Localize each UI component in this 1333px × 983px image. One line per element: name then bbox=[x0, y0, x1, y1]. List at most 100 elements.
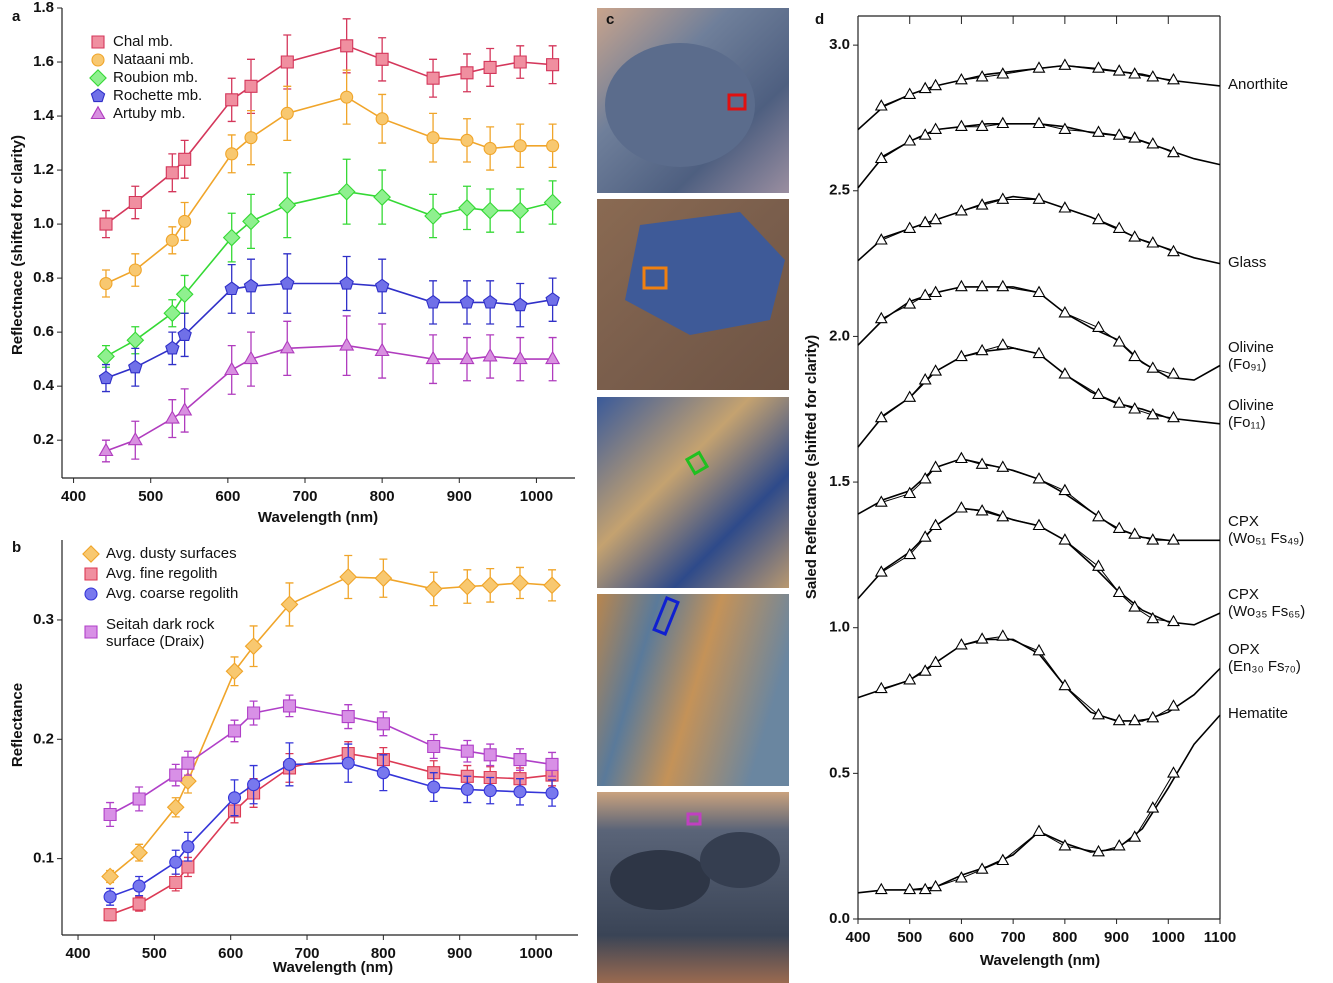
x-tick-label: 700 bbox=[1001, 929, 1026, 946]
marker bbox=[1032, 472, 1046, 484]
marker bbox=[427, 780, 441, 794]
marker bbox=[1167, 766, 1180, 778]
rock bbox=[610, 850, 710, 910]
marker bbox=[341, 756, 355, 770]
marker bbox=[244, 637, 263, 656]
marker bbox=[918, 128, 932, 140]
x-tick-label: 400 bbox=[61, 488, 86, 505]
marker bbox=[1167, 699, 1180, 711]
marker bbox=[1146, 70, 1160, 82]
y-tick-label: 1.6 bbox=[33, 53, 54, 70]
marker bbox=[1112, 521, 1126, 533]
marker bbox=[374, 278, 390, 293]
marker bbox=[341, 710, 355, 724]
x-axis-title: Wavelength (nm) bbox=[980, 952, 1100, 969]
marker bbox=[225, 147, 239, 161]
marker bbox=[103, 807, 117, 822]
marker bbox=[244, 79, 258, 93]
curve-label: Anorthite bbox=[1228, 75, 1289, 93]
marker bbox=[1146, 801, 1160, 813]
photo-panel bbox=[597, 8, 789, 983]
marker bbox=[181, 840, 195, 854]
series-line bbox=[857, 286, 1221, 381]
marker bbox=[1128, 713, 1142, 726]
marker bbox=[460, 744, 474, 758]
marker bbox=[1128, 230, 1142, 242]
x-tick-label: 400 bbox=[66, 945, 91, 962]
marker bbox=[165, 340, 180, 355]
marker bbox=[374, 342, 390, 357]
y-tick-label: 0.6 bbox=[33, 323, 54, 340]
marker bbox=[340, 90, 354, 104]
marker bbox=[482, 294, 498, 309]
marker bbox=[98, 442, 114, 457]
marker bbox=[1167, 533, 1180, 545]
target-box bbox=[684, 450, 710, 476]
marker bbox=[996, 67, 1010, 79]
marker bbox=[918, 530, 932, 542]
marker bbox=[1058, 483, 1072, 496]
marker bbox=[242, 212, 260, 231]
legend-label-box: Nataani mb. bbox=[113, 51, 194, 68]
marker bbox=[1032, 346, 1046, 359]
marker bbox=[424, 580, 443, 598]
marker bbox=[954, 279, 968, 292]
x-tick-label: 1000 bbox=[520, 488, 553, 505]
marker bbox=[929, 879, 943, 892]
marker bbox=[903, 87, 917, 99]
marker bbox=[545, 350, 561, 365]
marker bbox=[975, 343, 989, 356]
marker bbox=[1092, 509, 1105, 522]
marker bbox=[1146, 710, 1160, 723]
marker bbox=[99, 276, 113, 291]
marker bbox=[280, 595, 299, 614]
marker bbox=[1092, 320, 1105, 332]
marker bbox=[373, 188, 391, 206]
marker bbox=[177, 402, 193, 416]
marker bbox=[460, 133, 474, 147]
rock bbox=[625, 212, 785, 335]
marker bbox=[975, 119, 989, 131]
y-tick-label: 1.8 bbox=[33, 0, 54, 16]
marker bbox=[1112, 221, 1126, 233]
marker bbox=[975, 632, 989, 644]
marker bbox=[1092, 61, 1105, 73]
marker bbox=[1167, 614, 1180, 627]
marker bbox=[181, 860, 195, 874]
marker bbox=[954, 871, 968, 883]
marker bbox=[1058, 839, 1072, 851]
marker bbox=[513, 139, 527, 153]
marker bbox=[132, 897, 146, 911]
marker bbox=[1058, 201, 1072, 213]
x-tick-label: 1100 bbox=[1204, 929, 1237, 946]
marker bbox=[374, 569, 393, 588]
marker bbox=[954, 119, 968, 131]
y-axis-title: Reflectance bbox=[9, 683, 26, 767]
marker bbox=[376, 717, 390, 731]
marker bbox=[426, 131, 440, 145]
marker bbox=[1167, 367, 1180, 379]
marker bbox=[280, 275, 295, 290]
legend-label-box: Artuby mb. bbox=[113, 105, 186, 122]
marker bbox=[1146, 407, 1160, 420]
marker bbox=[1128, 830, 1142, 842]
rock bbox=[605, 43, 755, 167]
marker bbox=[1058, 58, 1072, 70]
legend-label: Chal mb. bbox=[113, 33, 174, 50]
marker bbox=[546, 139, 560, 153]
legend-marker bbox=[82, 545, 100, 563]
marker bbox=[545, 786, 559, 800]
marker bbox=[337, 182, 356, 201]
marker bbox=[1146, 533, 1160, 545]
marker bbox=[247, 778, 261, 792]
curve-label: OPX (En₃₀ Fs₇₀) bbox=[1228, 641, 1301, 676]
marker bbox=[165, 233, 179, 247]
marker bbox=[1092, 559, 1105, 571]
marker bbox=[918, 288, 932, 300]
marker bbox=[1146, 137, 1160, 149]
y-tick-label: 1.2 bbox=[33, 161, 54, 178]
marker bbox=[165, 166, 179, 180]
marker bbox=[996, 338, 1010, 350]
marker bbox=[482, 348, 498, 362]
legend-label-box: Chal mb. bbox=[113, 33, 174, 50]
